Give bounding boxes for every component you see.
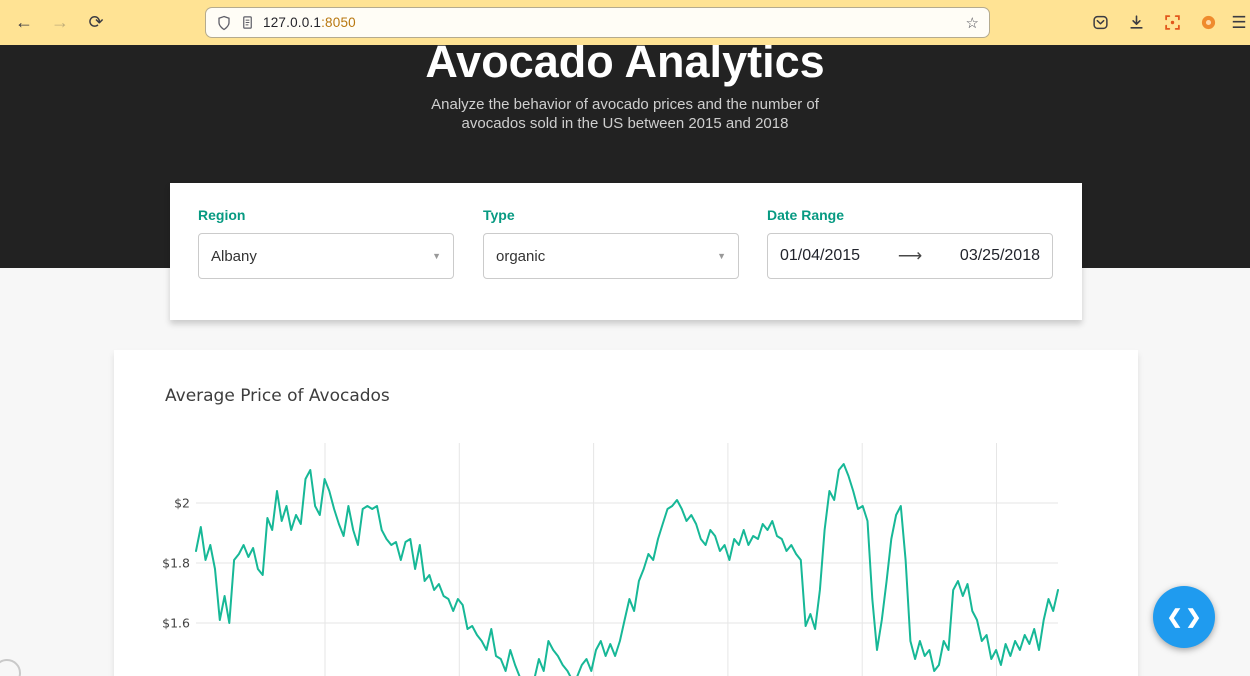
app-page: Avocado Analytics Analyze the behavior o… xyxy=(0,45,1250,676)
screenshot-icon[interactable] xyxy=(1158,9,1186,37)
page-info-icon[interactable] xyxy=(240,15,255,30)
url-port: :8050 xyxy=(321,15,356,30)
type-filter: Type organic ▼ xyxy=(483,207,739,279)
browser-toolbar: ← → ⟳ 127.0.0.1:8050 ☆ ☰ xyxy=(0,0,1250,45)
extension-icon[interactable] xyxy=(1194,9,1222,37)
forward-icon: → xyxy=(51,12,69,32)
chevron-down-icon: ▼ xyxy=(432,251,441,261)
code-chevron-left-icon: ❮ xyxy=(1166,606,1183,628)
code-chevron-right-icon: ❯ xyxy=(1185,606,1202,628)
chevron-down-icon: ▼ xyxy=(717,251,726,261)
date-range-label: Date Range xyxy=(767,207,845,223)
url-bar[interactable]: 127.0.0.1:8050 ☆ xyxy=(205,7,990,38)
svg-text:$1.8: $1.8 xyxy=(162,556,190,571)
url-host: 127.0.0.1 xyxy=(263,15,322,30)
type-value: organic xyxy=(496,247,546,265)
bookmark-star-icon[interactable]: ☆ xyxy=(965,14,979,32)
forward-button[interactable]: → xyxy=(45,8,75,38)
svg-text:$2: $2 xyxy=(174,496,190,511)
filter-menu-card: Region Albany ▼ Type organic ▼ Date Rang… xyxy=(170,183,1082,320)
region-dropdown[interactable]: Albany ▼ xyxy=(198,233,454,279)
pocket-icon[interactable] xyxy=(1086,9,1114,37)
type-label: Type xyxy=(483,207,515,223)
right-arrow-icon: ⟶ xyxy=(897,246,923,265)
start-date-input[interactable]: 01/04/2015 xyxy=(780,247,861,264)
menu-icon[interactable]: ☰ xyxy=(1231,12,1247,32)
date-range-picker[interactable]: 01/04/2015 ⟶ 03/25/2018 xyxy=(767,233,1053,279)
page-description: Analyze the behavior of avocado prices a… xyxy=(431,96,819,132)
url-text: 127.0.0.1:8050 xyxy=(263,15,356,30)
svg-text:$1.6: $1.6 xyxy=(162,616,190,631)
reload-icon: ⟳ xyxy=(88,12,104,32)
download-icon[interactable] xyxy=(1122,9,1150,37)
page-title: Avocado Analytics xyxy=(425,45,825,87)
region-value: Albany xyxy=(211,247,257,265)
region-filter: Region Albany ▼ xyxy=(198,207,454,279)
reload-button[interactable]: ⟳ xyxy=(81,8,111,38)
end-date-input[interactable]: 03/25/2018 xyxy=(959,247,1040,264)
region-label: Region xyxy=(198,207,246,223)
type-dropdown[interactable]: organic ▼ xyxy=(483,233,739,279)
chart-title: Average Price of Avocados xyxy=(165,386,390,406)
shield-icon[interactable] xyxy=(216,15,232,31)
price-chart[interactable]: $2 $1.8 $1.6 xyxy=(114,350,1138,676)
price-chart-card: Average Price of Avocados $2 $1.8 $1.6 xyxy=(114,350,1138,676)
date-range-filter: Date Range 01/04/2015 ⟶ 03/25/2018 xyxy=(767,207,1053,279)
back-icon: ← xyxy=(15,12,33,32)
back-button[interactable]: ← xyxy=(9,8,39,38)
corner-circle-decoration xyxy=(0,659,21,676)
dash-debug-button[interactable]: ❮ ❯ xyxy=(1153,586,1215,648)
